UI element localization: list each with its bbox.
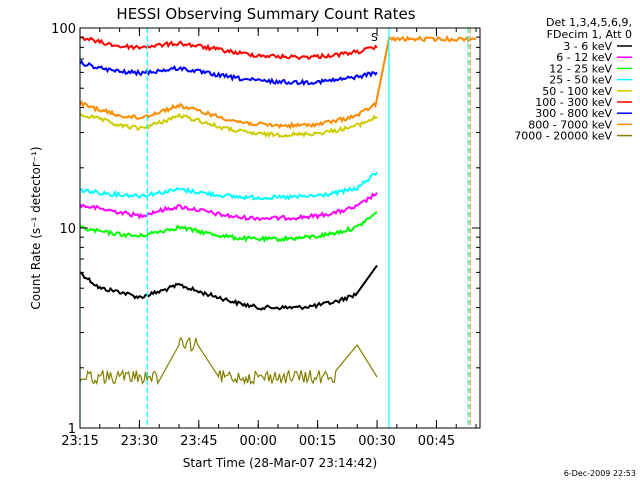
legend-label: 12 - 25 keV xyxy=(549,62,612,75)
series-1 xyxy=(79,192,378,222)
series-line xyxy=(79,59,378,87)
legend-entry: 12 - 25 keV xyxy=(549,62,632,75)
legend-entry: 3 - 6 keV xyxy=(563,40,632,53)
series-3 xyxy=(79,171,378,201)
x-axis-label: Start Time (28-Mar-07 23:14:42) xyxy=(183,456,377,470)
y-tick-label: 10 xyxy=(59,222,76,237)
series-line xyxy=(79,192,378,222)
series-line xyxy=(79,211,378,243)
series-7 xyxy=(79,34,477,130)
series-4 xyxy=(79,112,378,139)
x-tick-label: 23:30 xyxy=(121,434,158,449)
y-tick-label: 1 xyxy=(68,422,76,437)
x-tick-label: 00:00 xyxy=(239,434,276,449)
series-line xyxy=(79,112,378,139)
series-0 xyxy=(79,264,378,311)
tick-layer: 23:15 23:30 23:45 00:00 00:15 00:30 00:45 1 10 10… xyxy=(51,22,480,449)
vline-layer xyxy=(79,28,471,428)
series-line xyxy=(79,34,477,130)
plot-frame xyxy=(79,27,481,429)
legend-entry: 6 - 12 keV xyxy=(556,51,632,64)
y-tick-label: 100 xyxy=(51,22,76,37)
legend-entry: 25 - 50 keV xyxy=(549,74,632,87)
x-tick-label: 00:30 xyxy=(358,434,395,449)
legend-entry: 800 - 7000 keV xyxy=(528,118,632,131)
chart-title: HESSI Observing Summary Count Rates xyxy=(116,5,415,23)
y-axis-label: Count Rate (s⁻¹ detector⁻¹) xyxy=(29,146,43,309)
legend-label: 7000 - 20000 keV xyxy=(514,130,612,143)
legend-label: 25 - 50 keV xyxy=(549,74,612,87)
series-2 xyxy=(79,211,378,243)
footer-timestamp: 6-Dec-2009 22:53 xyxy=(564,469,636,478)
legend-label: 300 - 800 keV xyxy=(535,107,612,120)
annotation-0: S xyxy=(371,31,378,44)
legend-entry: 300 - 800 keV xyxy=(535,107,632,120)
series-line xyxy=(79,264,378,311)
legend-entry: 7000 - 20000 keV xyxy=(514,130,632,143)
legend-header-2: FDecim 1, Att 0 xyxy=(547,28,632,41)
series-line xyxy=(79,36,378,61)
legend-label: 50 - 100 keV xyxy=(542,85,612,98)
series-8 xyxy=(79,336,378,386)
series-5 xyxy=(79,36,378,61)
series-line xyxy=(79,171,378,201)
legend-label: 3 - 6 keV xyxy=(563,40,612,53)
series-layer xyxy=(79,34,477,386)
series-6 xyxy=(79,59,378,87)
x-tick-label: 00:45 xyxy=(418,434,455,449)
x-tick-label: 23:15 xyxy=(61,434,98,449)
legend-label: 800 - 7000 keV xyxy=(528,118,612,131)
series-line xyxy=(79,336,378,386)
legend-header-1: Det 1,3,4,5,6,9, xyxy=(546,16,632,29)
legend-label: 6 - 12 keV xyxy=(556,51,612,64)
legend-entry: 100 - 300 keV xyxy=(535,96,632,109)
x-tick-label: 00:15 xyxy=(299,434,336,449)
annotation-layer: S xyxy=(371,31,378,44)
legend-label: 100 - 300 keV xyxy=(535,96,612,109)
legend-entry: 50 - 100 keV xyxy=(542,85,632,98)
x-tick-label: 23:45 xyxy=(180,434,217,449)
